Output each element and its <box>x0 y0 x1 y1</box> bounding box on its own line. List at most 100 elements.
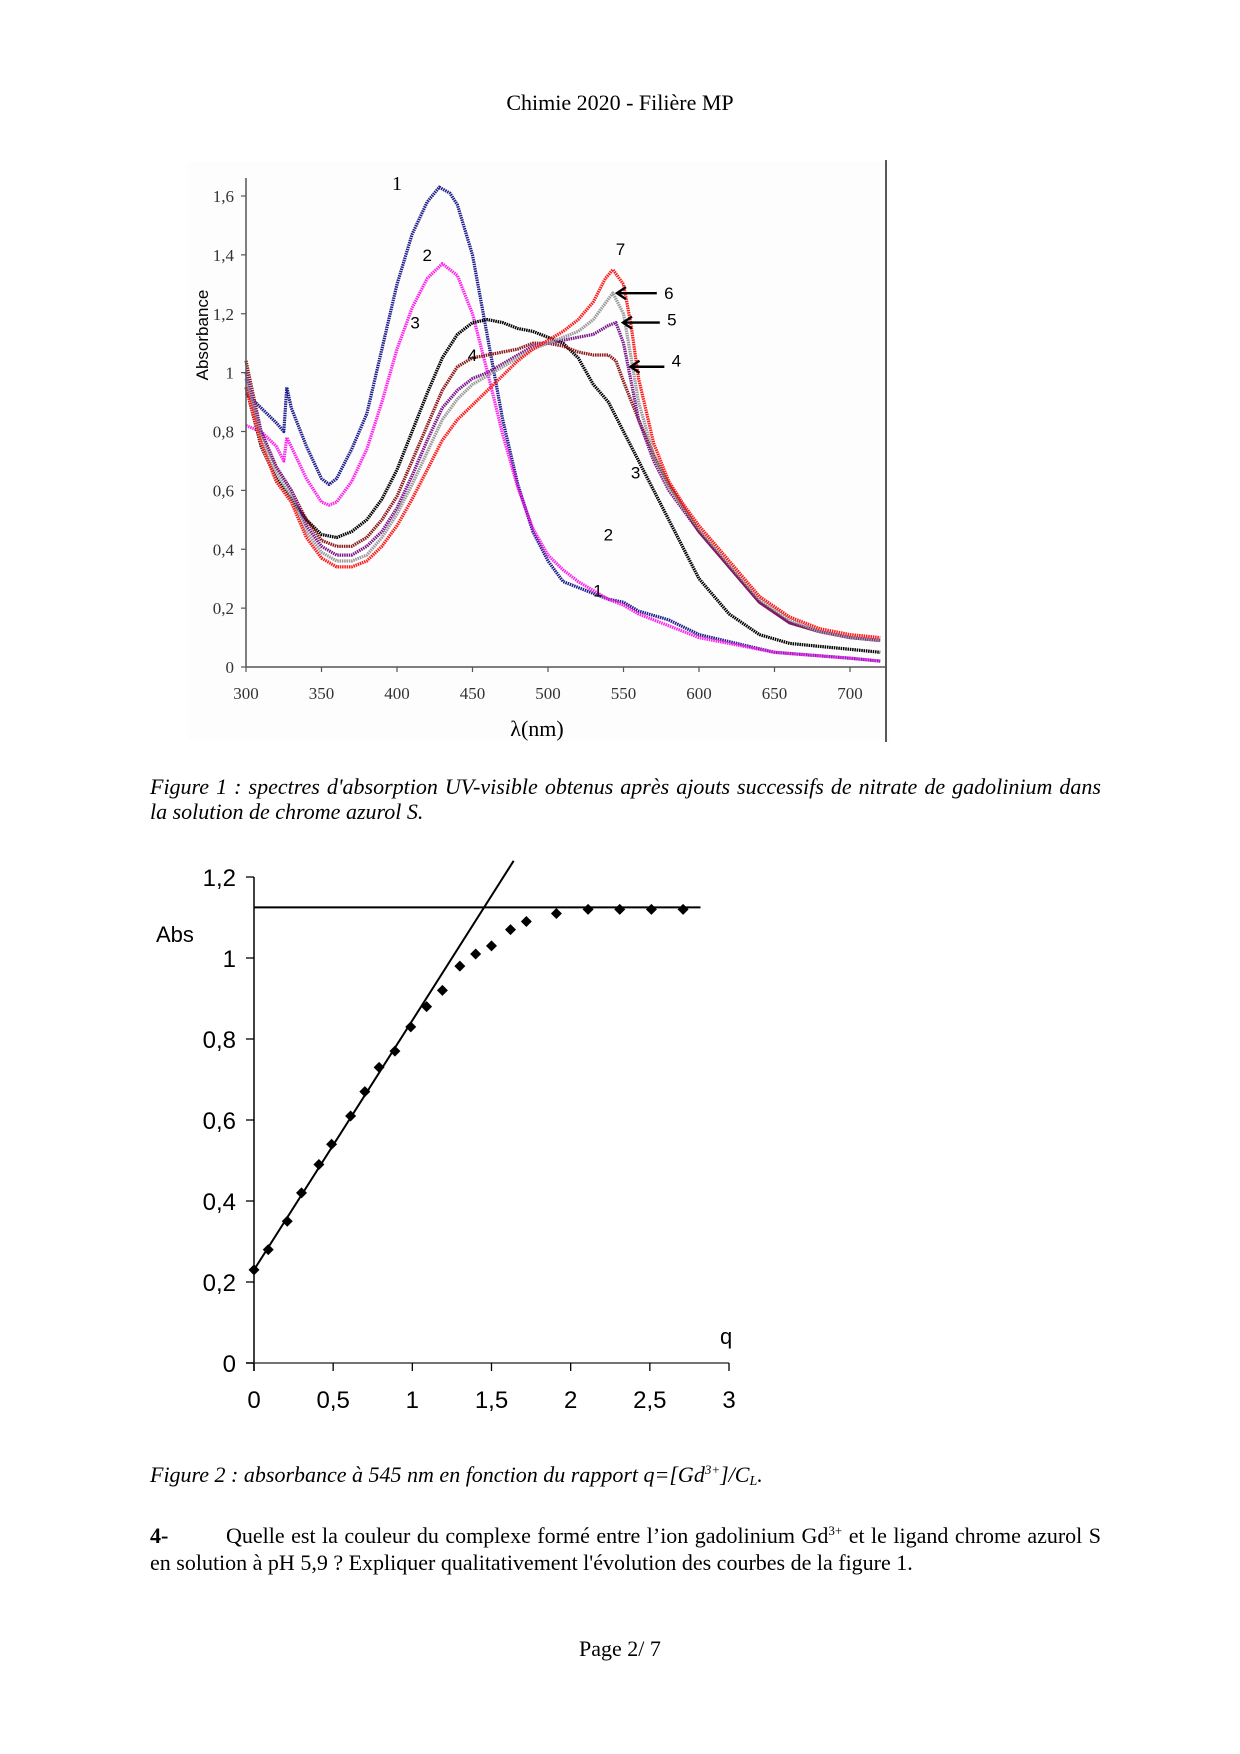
y-tick-label: 0,2 <box>213 599 234 618</box>
y-tick-label: 1 <box>226 364 235 383</box>
arrow-head-icon <box>628 359 641 374</box>
curve-label-3: 3 <box>631 464 640 483</box>
caption-text: ]/C <box>720 1462 750 1487</box>
y-tick-label: 0,4 <box>203 1189 236 1216</box>
y-axis-label: Absorbance <box>193 290 212 381</box>
data-point <box>262 1244 274 1256</box>
x-axis-label: q <box>720 1324 732 1349</box>
x-tick-label: 1,5 <box>475 1387 508 1414</box>
data-point <box>645 903 657 915</box>
x-tick-label: 400 <box>384 684 410 703</box>
data-point <box>677 903 689 915</box>
y-tick-label: 0 <box>223 1351 236 1378</box>
question-text: Quelle est la couleur du complexe formé … <box>226 1523 829 1548</box>
figure-2-caption: Figure 2 : absorbance à 545 nm en foncti… <box>150 1462 1101 1489</box>
question-text: et le ligand chrome azurol S en solution… <box>150 1523 1101 1575</box>
x-tick-label: 700 <box>837 684 863 703</box>
arrow-head-icon <box>614 286 627 301</box>
question-4: 4- Quelle est la couleur du complexe form… <box>150 1522 1101 1576</box>
data-point <box>505 924 516 936</box>
data-point <box>373 1061 385 1073</box>
curve-label-3: 3 <box>410 313 419 332</box>
curve-label-4: 4 <box>672 352 681 371</box>
y-tick-label: 1,2 <box>203 865 236 892</box>
data-point <box>582 903 594 915</box>
spectrum-curve-6 <box>244 291 881 643</box>
y-tick-label: 0,2 <box>203 1270 236 1297</box>
x-tick-label: 2 <box>564 1387 577 1414</box>
curve-label-2: 2 <box>422 246 431 265</box>
curve-label-1: 1 <box>392 173 402 195</box>
x-tick-label: 650 <box>762 684 788 703</box>
fit-lines <box>253 860 701 1271</box>
caption-text: . <box>757 1462 763 1487</box>
spectrum-curve-5 <box>244 321 881 643</box>
data-point <box>520 916 532 928</box>
curve-label-4: 4 <box>468 346 477 365</box>
spectra-curves <box>244 185 881 663</box>
spectrum-curve-7 <box>244 267 881 640</box>
data-point <box>313 1159 325 1171</box>
y-tick-label: 1,4 <box>213 246 235 265</box>
x-tick-label: 450 <box>460 684 486 703</box>
y-axis-label: Abs <box>156 922 194 947</box>
page-header: Chimie 2020 - Filière MP <box>506 90 734 115</box>
page-number: Page 2/ 7 <box>579 1636 661 1661</box>
data-point <box>470 948 482 960</box>
question-superscript: 3+ <box>828 1523 843 1538</box>
data-point <box>359 1086 371 1098</box>
y-tick-label: 0,4 <box>213 540 235 559</box>
data-point <box>421 1001 433 1013</box>
data-point <box>345 1110 357 1122</box>
y-tick-label: 1,6 <box>213 187 234 206</box>
y-tick-label: 1,2 <box>213 305 234 324</box>
x-tick-label: 2,5 <box>633 1387 666 1414</box>
data-point <box>614 903 626 915</box>
x-tick-label: 0 <box>247 1387 260 1414</box>
y-tick-label: 0 <box>226 658 235 677</box>
caption-text: Figure 2 : absorbance à 545 nm en foncti… <box>150 1462 705 1487</box>
data-point <box>248 1264 260 1276</box>
fit-line-initial-slope <box>253 860 515 1271</box>
data-point <box>454 960 466 972</box>
caption-subscript: L <box>749 1474 758 1489</box>
curve-label-2: 2 <box>604 525 613 544</box>
figure-2-absorbance-vs-q: 0 0,2 0,4 0,6 0,8 1 1,2 0 0,5 1 1,5 2 2,5 3 Abs q <box>156 860 736 1414</box>
curve-label-6: 6 <box>664 284 673 303</box>
data-points <box>248 903 689 1276</box>
data-point <box>486 940 497 952</box>
curve-labels: 1 2 3 4 7 6 5 4 3 2 1 <box>392 173 681 600</box>
x-axis-label: λ(nm) <box>510 716 563 741</box>
data-point <box>550 907 562 919</box>
spectrum-curve-3 <box>244 318 881 654</box>
y-tick-label: 0,8 <box>203 1027 236 1054</box>
data-point <box>436 984 448 996</box>
y-tick-label: 1 <box>223 946 236 973</box>
y-tick-label: 0,6 <box>203 1108 236 1135</box>
x-tick-label: 350 <box>309 684 335 703</box>
curve-label-7: 7 <box>616 240 625 259</box>
x-tick-label: 1 <box>406 1387 419 1414</box>
x-tick-label: 300 <box>233 684 259 703</box>
y-tick-label: 0,8 <box>213 423 234 442</box>
x-tick-label: 600 <box>686 684 712 703</box>
question-number: 4- <box>150 1523 169 1548</box>
curve-label-5: 5 <box>667 311 676 330</box>
data-point <box>281 1215 293 1227</box>
x-tick-label: 550 <box>611 684 637 703</box>
spectrum-curve-2 <box>245 262 881 663</box>
y-tick-label: 0,6 <box>213 481 234 500</box>
data-point <box>296 1187 307 1199</box>
axes: 0 0,2 0,4 0,6 0,8 1 1,2 0 0,5 1 1,5 2 2,5 3 <box>203 865 736 1414</box>
x-tick-label: 3 <box>722 1387 735 1414</box>
x-tick-label: 500 <box>535 684 561 703</box>
x-tick-label: 0,5 <box>316 1387 349 1414</box>
data-point <box>326 1138 338 1150</box>
curve-label-1: 1 <box>593 581 602 600</box>
arrow-head-icon <box>620 315 633 330</box>
data-point <box>389 1045 401 1057</box>
spectrum-curve-1 <box>244 185 881 663</box>
data-point <box>405 1021 417 1033</box>
